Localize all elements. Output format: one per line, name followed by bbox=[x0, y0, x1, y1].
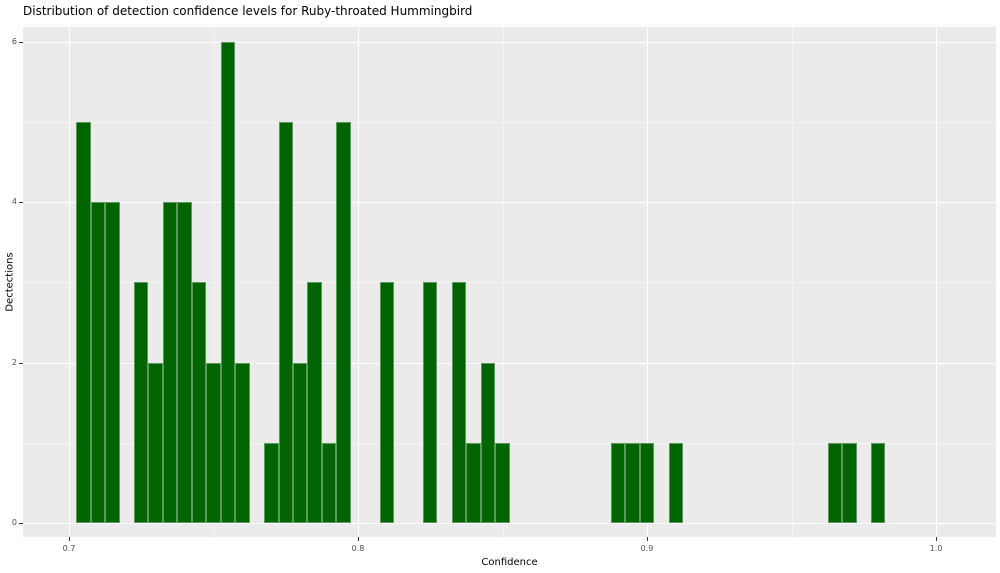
y-tick-label: 4 bbox=[11, 197, 17, 207]
histogram-bar bbox=[191, 282, 207, 523]
histogram-bar bbox=[76, 122, 91, 523]
histogram-bar bbox=[321, 442, 337, 523]
y-tick-label: 2 bbox=[11, 357, 17, 367]
x-minor-gridline bbox=[791, 27, 793, 537]
y-major-gridline bbox=[23, 202, 996, 204]
x-major-gridline bbox=[647, 27, 648, 537]
histogram-bar bbox=[668, 442, 684, 523]
histogram-bar bbox=[307, 282, 322, 523]
y-tick-label: 0 bbox=[11, 518, 17, 527]
y-major-gridline bbox=[23, 41, 996, 43]
x-tick-mark bbox=[936, 537, 937, 541]
y-tick-mark bbox=[19, 41, 23, 43]
histogram-bar bbox=[264, 442, 279, 523]
x-tick-label: 1.0 bbox=[929, 544, 943, 553]
histogram-bar bbox=[495, 442, 510, 523]
x-tick-label: 0.8 bbox=[351, 544, 365, 553]
x-tick-label: 0.9 bbox=[640, 544, 654, 553]
histogram-bar bbox=[423, 282, 438, 523]
histogram-bar bbox=[827, 442, 843, 523]
histogram-bar bbox=[206, 362, 221, 523]
y-tick-mark bbox=[19, 362, 23, 364]
histogram-bar bbox=[90, 202, 106, 523]
y-major-gridline bbox=[23, 362, 996, 364]
histogram-bar bbox=[235, 362, 250, 523]
y-tick-label: 6 bbox=[11, 36, 17, 46]
histogram-bar bbox=[177, 202, 192, 523]
histogram-bar bbox=[148, 362, 163, 523]
y-tick-mark bbox=[19, 202, 23, 204]
x-tick-mark bbox=[358, 537, 359, 541]
y-tick-mark bbox=[19, 523, 23, 524]
x-axis-title: Confidence bbox=[481, 557, 538, 568]
histogram-bar bbox=[220, 41, 236, 523]
y-minor-gridline bbox=[23, 122, 996, 124]
histogram-bar bbox=[379, 282, 395, 523]
histogram-bar bbox=[162, 202, 178, 523]
histogram-bar bbox=[451, 282, 467, 523]
x-tick-mark bbox=[647, 537, 648, 541]
histogram-bar bbox=[610, 442, 626, 523]
x-tick-label: 0.7 bbox=[62, 544, 76, 553]
x-tick-mark bbox=[69, 537, 70, 541]
x-major-gridline bbox=[69, 27, 70, 537]
y-major-gridline bbox=[23, 523, 996, 524]
x-major-gridline bbox=[358, 27, 359, 537]
histogram-bar bbox=[105, 202, 120, 523]
histogram-bar bbox=[336, 122, 351, 523]
histogram-bar bbox=[480, 362, 496, 523]
histogram-bar bbox=[842, 442, 857, 523]
y-minor-gridline bbox=[23, 282, 996, 284]
x-minor-gridline bbox=[213, 27, 215, 537]
y-axis-title: Dectections bbox=[4, 252, 16, 312]
histogram-bar bbox=[134, 282, 149, 523]
histogram-bar bbox=[870, 442, 886, 523]
x-minor-gridline bbox=[502, 27, 504, 537]
histogram-bar bbox=[278, 122, 293, 523]
histogram-bar bbox=[639, 442, 655, 523]
histogram-bar bbox=[292, 362, 308, 523]
histogram-bar bbox=[466, 442, 481, 523]
histogram-bar bbox=[625, 442, 640, 523]
plot-panel bbox=[23, 27, 996, 537]
chart-title: Distribution of detection confidence lev… bbox=[23, 4, 473, 18]
x-major-gridline bbox=[936, 27, 937, 537]
